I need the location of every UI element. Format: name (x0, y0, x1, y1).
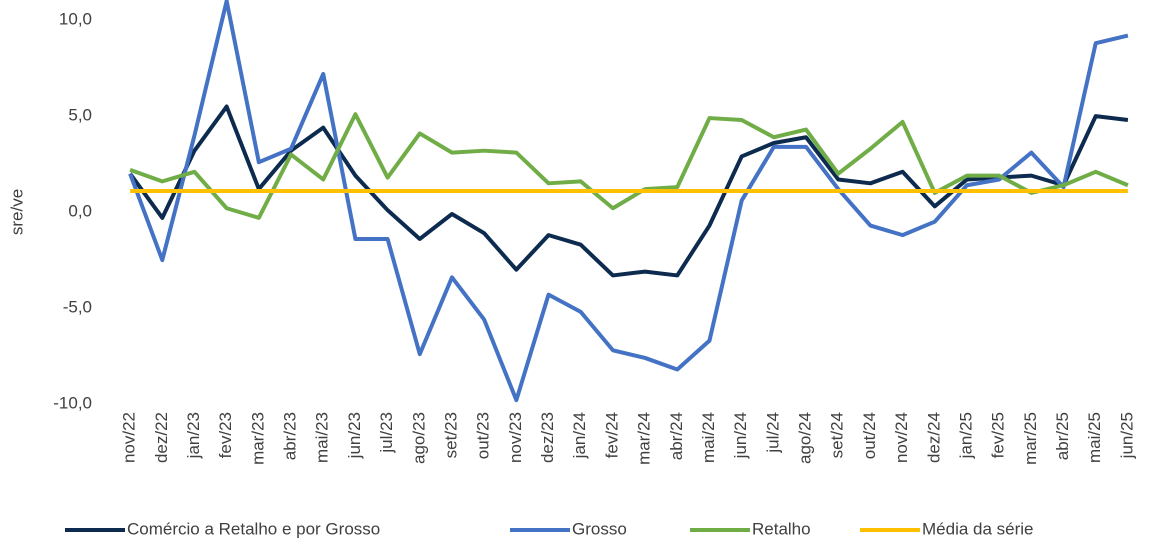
x-tick-label: jun/25 (1117, 412, 1136, 459)
x-tick-label: mar/23 (248, 412, 267, 465)
y-tick-label: 0,0 (68, 202, 92, 221)
x-tick-label: fev/23 (216, 412, 235, 458)
x-tick-label: abr/23 (281, 412, 300, 460)
y-tick-label: -5,0 (63, 298, 92, 317)
x-tick-label: fev/25 (989, 412, 1008, 458)
x-tick-label: jan/24 (570, 412, 589, 459)
x-tick-label: nov/23 (506, 412, 525, 463)
x-tick-label: nov/24 (892, 412, 911, 463)
line (128, 104, 1129, 278)
y-tick-label: 5,0 (68, 106, 92, 125)
x-tick-label: mar/24 (635, 412, 654, 465)
x-tick-label: mai/24 (699, 412, 718, 463)
x-tick-label: mar/25 (1021, 412, 1040, 465)
x-tick-label: dez/23 (538, 412, 557, 463)
x-tick-label: ago/23 (409, 412, 428, 464)
x-tick-label: set/24 (828, 412, 847, 458)
x-tick-label: out/23 (474, 412, 493, 459)
x-tick-label: jun/23 (345, 412, 364, 459)
legend-label: Grosso (572, 519, 627, 538)
x-tick-label: abr/24 (667, 412, 686, 460)
x-tick-label: nov/22 (120, 412, 139, 463)
legend-label: Comércio a Retalho e por Grosso (127, 519, 380, 538)
line (129, 112, 1129, 220)
y-tick-label: -10,0 (53, 393, 92, 412)
x-tick-label: set/23 (441, 412, 460, 458)
x-tick-label: jan/23 (184, 412, 203, 459)
x-tick-label: dez/24 (924, 412, 943, 463)
x-tick-label: jul/23 (377, 412, 396, 454)
x-tick-label: ago/24 (796, 412, 815, 464)
x-tick-label: jun/24 (731, 412, 750, 459)
x-tick-label: jan/25 (956, 412, 975, 459)
x-tick-label: mai/25 (1085, 412, 1104, 463)
x-tick-label: fev/24 (602, 412, 621, 458)
x-tick-label: out/24 (860, 412, 879, 459)
y-axis-label: sre/ve (7, 189, 26, 235)
x-tick-label: jul/24 (763, 412, 782, 454)
x-tick-label: abr/25 (1053, 412, 1072, 460)
y-tick-label: 10,0 (59, 10, 92, 29)
legend-label: Média da série (922, 519, 1034, 538)
legend-label: Retalho (752, 519, 811, 538)
x-tick-label: dez/22 (152, 412, 171, 463)
x-tick-label: mai/23 (313, 412, 332, 463)
plot-area (128, 0, 1129, 403)
